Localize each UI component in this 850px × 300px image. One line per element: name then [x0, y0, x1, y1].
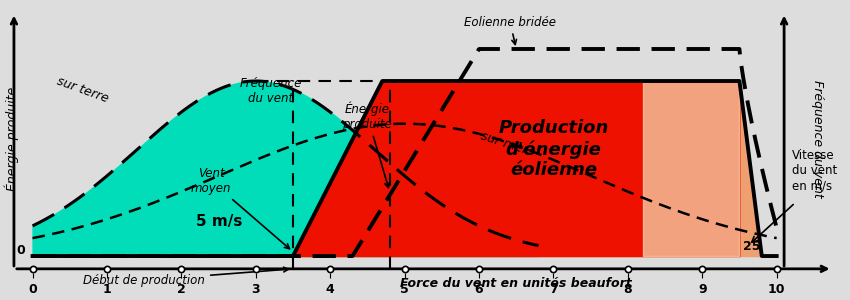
Text: Vent
moyen: Vent moyen — [191, 167, 290, 249]
Text: Début de production: Début de production — [83, 267, 288, 287]
Text: Fréquence
du vent: Fréquence du vent — [240, 77, 302, 105]
Text: Énergie
produite: Énergie produite — [343, 101, 393, 188]
Text: sur terre: sur terre — [55, 75, 110, 105]
Text: 25: 25 — [743, 240, 761, 253]
Text: Énergie produite: Énergie produite — [4, 86, 19, 191]
Text: 5 m/s: 5 m/s — [196, 214, 242, 229]
Text: Eolienne bridée: Eolienne bridée — [464, 16, 556, 44]
Text: 0: 0 — [16, 244, 25, 257]
Text: Force du vent en unités beaufort: Force du vent en unités beaufort — [400, 277, 632, 290]
Text: Vitesse
du vent
en m/s: Vitesse du vent en m/s — [791, 149, 836, 192]
Text: Fréquence du vent: Fréquence du vent — [811, 80, 824, 197]
Text: Production
d'énergie
éolienne: Production d'énergie éolienne — [498, 119, 609, 179]
Text: sur mer: sur mer — [479, 129, 530, 157]
